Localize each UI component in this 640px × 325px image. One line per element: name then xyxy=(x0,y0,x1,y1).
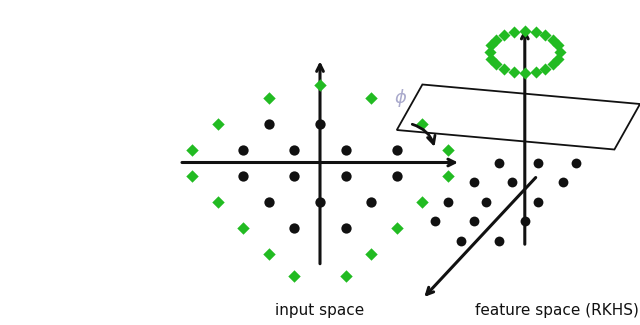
Point xyxy=(532,160,543,165)
Point xyxy=(468,218,479,224)
Point xyxy=(417,121,428,126)
Point xyxy=(187,147,197,152)
Point xyxy=(481,199,492,204)
Point xyxy=(492,62,502,67)
Point xyxy=(238,147,248,152)
Point xyxy=(499,32,509,37)
Point xyxy=(366,95,376,100)
Point xyxy=(484,49,495,55)
Point xyxy=(492,37,502,42)
Point xyxy=(540,67,550,72)
Point xyxy=(264,199,274,204)
Point xyxy=(315,121,325,126)
Point xyxy=(558,179,568,185)
Point xyxy=(532,199,543,204)
Point xyxy=(289,274,300,279)
Point xyxy=(238,225,248,230)
Point xyxy=(548,62,558,67)
Point xyxy=(187,173,197,178)
Point xyxy=(315,199,325,204)
Point xyxy=(486,43,497,48)
Point xyxy=(264,251,274,256)
Point xyxy=(340,225,351,230)
Point xyxy=(443,199,453,204)
Point xyxy=(264,95,274,100)
Point xyxy=(548,37,558,42)
Point xyxy=(456,238,466,243)
Point xyxy=(499,67,509,72)
Point xyxy=(553,56,563,61)
Point xyxy=(555,49,565,55)
Point xyxy=(392,147,402,152)
Point xyxy=(486,56,497,61)
Point xyxy=(315,82,325,87)
Text: feature space (RKHS): feature space (RKHS) xyxy=(475,304,639,318)
Point xyxy=(520,71,530,76)
Point xyxy=(494,238,504,243)
Point xyxy=(531,29,541,34)
Point xyxy=(289,225,300,230)
Point xyxy=(531,70,541,75)
Point xyxy=(340,147,351,152)
Point xyxy=(520,218,530,224)
Point xyxy=(417,199,428,204)
Point xyxy=(468,179,479,185)
Point xyxy=(443,173,453,178)
Point xyxy=(289,147,300,152)
Point xyxy=(553,43,563,48)
Point xyxy=(212,121,223,126)
Text: ϕ: ϕ xyxy=(394,88,406,107)
Point xyxy=(494,160,504,165)
FancyArrowPatch shape xyxy=(412,124,435,144)
Point xyxy=(366,251,376,256)
Point xyxy=(264,121,274,126)
Point xyxy=(540,32,550,37)
Point xyxy=(443,147,453,152)
Point xyxy=(509,70,519,75)
Point xyxy=(571,160,581,165)
Point xyxy=(520,28,530,33)
Point xyxy=(392,173,402,178)
Point xyxy=(509,29,519,34)
Point xyxy=(212,199,223,204)
Text: input space: input space xyxy=(275,304,365,318)
Point xyxy=(392,225,402,230)
Point xyxy=(289,173,300,178)
Point xyxy=(366,199,376,204)
Point xyxy=(507,179,517,185)
Point xyxy=(238,173,248,178)
Point xyxy=(340,274,351,279)
Point xyxy=(340,173,351,178)
Point xyxy=(430,218,440,224)
